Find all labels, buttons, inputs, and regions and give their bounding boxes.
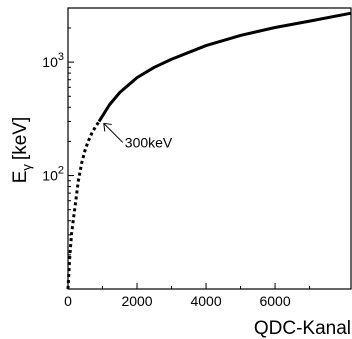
- y-axis-label: Eγ [keV]: [10, 117, 34, 184]
- annotation-arrow-shaft: [103, 123, 124, 143]
- annotation-layer: 300keV: [103, 122, 173, 150]
- y-axis-label-main: E: [10, 171, 31, 184]
- x-axis-label: QDC-Kanal: [254, 318, 351, 339]
- series-layer: [66, 11, 352, 290]
- y-axis-label-group: Eγ [keV]: [10, 117, 34, 184]
- series-line-dotted: [66, 120, 101, 290]
- x-tick-label: 0: [64, 293, 72, 309]
- x-axis-ticks: 0 2000 4000 6000: [64, 283, 311, 309]
- series-line-solid: [97, 11, 352, 123]
- y-tick-label: 103: [42, 51, 64, 70]
- x-tick-label: 6000: [259, 293, 290, 309]
- x-tick-label: 2000: [121, 293, 152, 309]
- y-axis-label-subscript: γ: [19, 164, 34, 171]
- x-tick-label: 4000: [190, 293, 221, 309]
- y-axis-ticks: 102 103: [42, 7, 74, 256]
- y-tick-label: 102: [42, 165, 64, 184]
- annotation-arrow-head: [103, 122, 112, 132]
- plot-frame: [67, 7, 352, 290]
- annotation-label: 300keV: [125, 134, 173, 150]
- y-axis-label-unit: [keV]: [10, 117, 31, 160]
